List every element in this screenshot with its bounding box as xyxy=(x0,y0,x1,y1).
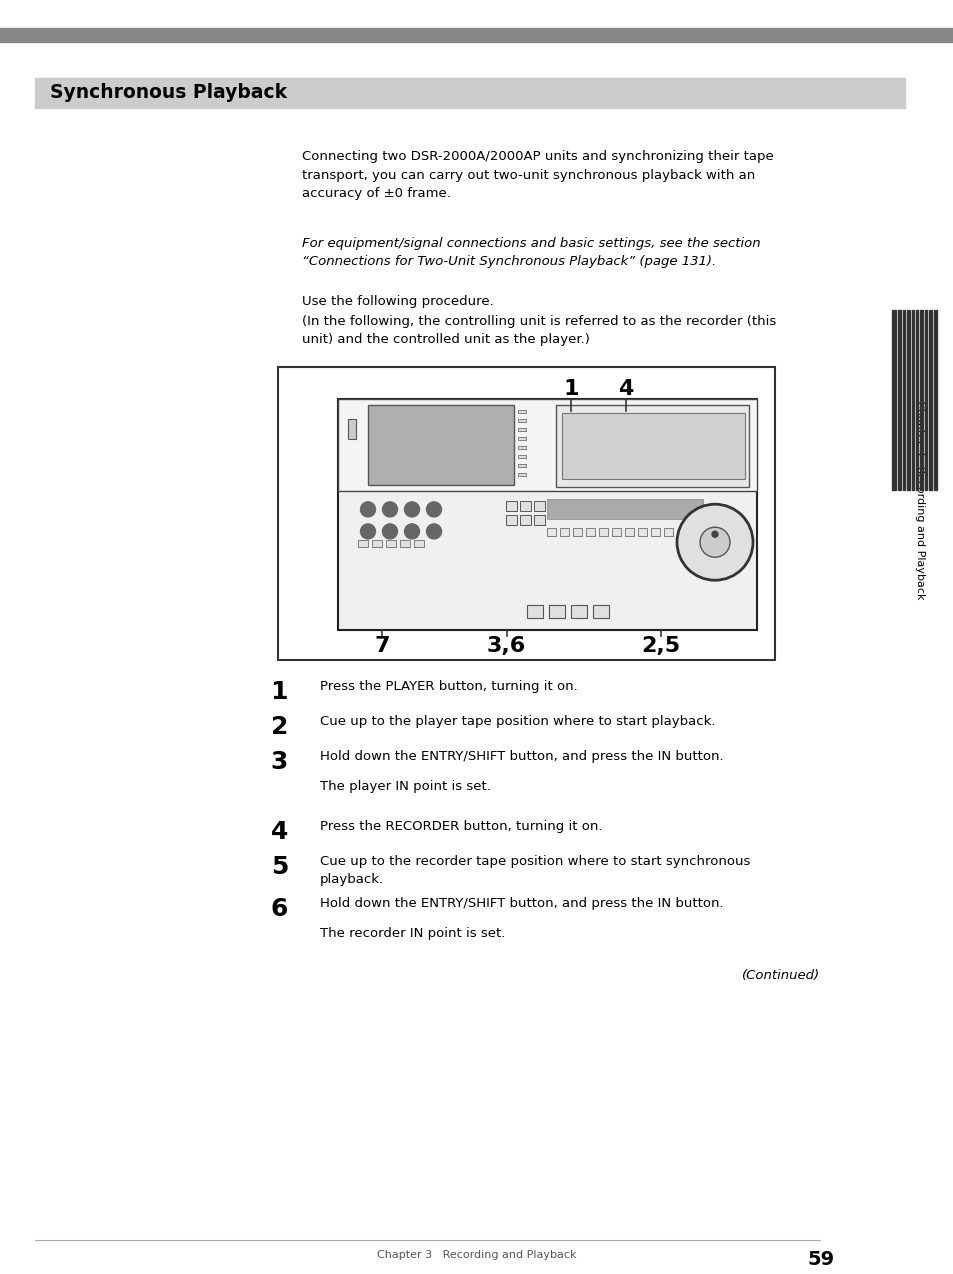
Text: The recorder IN point is set.: The recorder IN point is set. xyxy=(319,927,505,940)
Bar xyxy=(560,529,569,536)
Text: (In the following, the controlling unit is referred to as the recorder (this
uni: (In the following, the controlling unit … xyxy=(302,315,776,347)
Bar xyxy=(517,410,525,413)
Bar xyxy=(35,78,904,108)
Bar xyxy=(592,605,608,618)
Bar xyxy=(906,310,909,490)
Bar xyxy=(533,516,544,525)
Text: 3: 3 xyxy=(271,750,288,775)
Bar xyxy=(570,605,586,618)
Text: Cue up to the recorder tape position where to start synchronous
playback.: Cue up to the recorder tape position whe… xyxy=(319,855,750,887)
Bar xyxy=(598,529,608,536)
Bar xyxy=(337,399,757,631)
Bar xyxy=(526,605,542,618)
Bar xyxy=(399,540,410,548)
Bar xyxy=(911,310,913,490)
Circle shape xyxy=(360,524,375,539)
Circle shape xyxy=(404,502,419,517)
Text: 3,6: 3,6 xyxy=(486,636,526,656)
Text: Hold down the ENTRY/SHIFT button, and press the IN button.: Hold down the ENTRY/SHIFT button, and pr… xyxy=(319,897,723,910)
Text: 59: 59 xyxy=(807,1250,834,1269)
Text: Chapter 3   Recording and Playback: Chapter 3 Recording and Playback xyxy=(914,400,924,600)
Circle shape xyxy=(382,524,397,539)
Bar xyxy=(915,310,917,490)
Bar xyxy=(517,464,525,468)
Bar xyxy=(664,529,673,536)
Bar xyxy=(517,428,525,431)
Circle shape xyxy=(426,502,441,517)
Bar xyxy=(505,516,517,525)
Bar xyxy=(897,310,900,490)
Bar xyxy=(547,529,556,536)
Text: Hold down the ENTRY/SHIFT button, and press the IN button.: Hold down the ENTRY/SHIFT button, and pr… xyxy=(319,750,723,763)
Text: Press the PLAYER button, turning it on.: Press the PLAYER button, turning it on. xyxy=(319,680,578,693)
Bar xyxy=(533,502,544,511)
Bar xyxy=(891,310,895,490)
Bar xyxy=(933,310,936,490)
Bar xyxy=(505,502,517,511)
Bar xyxy=(902,310,904,490)
Bar xyxy=(548,605,564,618)
Bar xyxy=(386,540,395,548)
Circle shape xyxy=(426,524,441,539)
Bar xyxy=(368,405,514,485)
Bar xyxy=(348,419,355,438)
Bar xyxy=(651,529,659,536)
Text: 4: 4 xyxy=(618,378,633,399)
Bar xyxy=(517,474,525,476)
Bar xyxy=(556,405,748,488)
Circle shape xyxy=(700,527,729,557)
Bar xyxy=(517,419,525,422)
Circle shape xyxy=(404,524,419,539)
Bar xyxy=(625,529,634,536)
Bar xyxy=(919,310,923,490)
Text: 6: 6 xyxy=(271,897,288,921)
Text: 2: 2 xyxy=(271,715,288,739)
Bar xyxy=(573,529,582,536)
Text: 5: 5 xyxy=(271,855,288,879)
Bar xyxy=(561,413,744,479)
Text: (Continued): (Continued) xyxy=(741,970,820,982)
Bar xyxy=(517,455,525,459)
Bar xyxy=(547,499,701,520)
Text: 2,5: 2,5 xyxy=(640,636,679,656)
Bar xyxy=(519,516,530,525)
Bar xyxy=(924,310,926,490)
Bar xyxy=(414,540,423,548)
Text: Cue up to the player tape position where to start playback.: Cue up to the player tape position where… xyxy=(319,715,715,727)
Text: The player IN point is set.: The player IN point is set. xyxy=(319,780,491,792)
Text: Synchronous Playback: Synchronous Playback xyxy=(50,84,287,102)
Text: 7: 7 xyxy=(375,636,390,656)
Text: Use the following procedure.: Use the following procedure. xyxy=(302,296,494,308)
Bar xyxy=(0,28,953,42)
Bar xyxy=(638,529,647,536)
Text: 1: 1 xyxy=(271,680,288,705)
Bar xyxy=(586,529,595,536)
Circle shape xyxy=(382,502,397,517)
Bar xyxy=(357,540,368,548)
Text: Press the RECORDER button, turning it on.: Press the RECORDER button, turning it on… xyxy=(319,820,602,833)
Bar xyxy=(337,399,757,492)
Bar xyxy=(372,540,381,548)
Text: 1: 1 xyxy=(563,378,578,399)
Text: 4: 4 xyxy=(271,820,288,843)
Text: Chapter 3   Recording and Playback: Chapter 3 Recording and Playback xyxy=(376,1250,577,1260)
Circle shape xyxy=(360,502,375,517)
Bar xyxy=(517,446,525,450)
Bar xyxy=(612,529,620,536)
Bar xyxy=(519,502,530,511)
Circle shape xyxy=(711,531,718,538)
Bar xyxy=(517,437,525,440)
Bar xyxy=(928,310,931,490)
Text: For equipment/signal connections and basic settings, see the section
“Connection: For equipment/signal connections and bas… xyxy=(302,237,760,269)
Text: Connecting two DSR-2000A/2000AP units and synchronizing their tape
transport, yo: Connecting two DSR-2000A/2000AP units an… xyxy=(302,150,773,200)
Bar xyxy=(277,367,774,660)
Circle shape xyxy=(677,505,752,580)
